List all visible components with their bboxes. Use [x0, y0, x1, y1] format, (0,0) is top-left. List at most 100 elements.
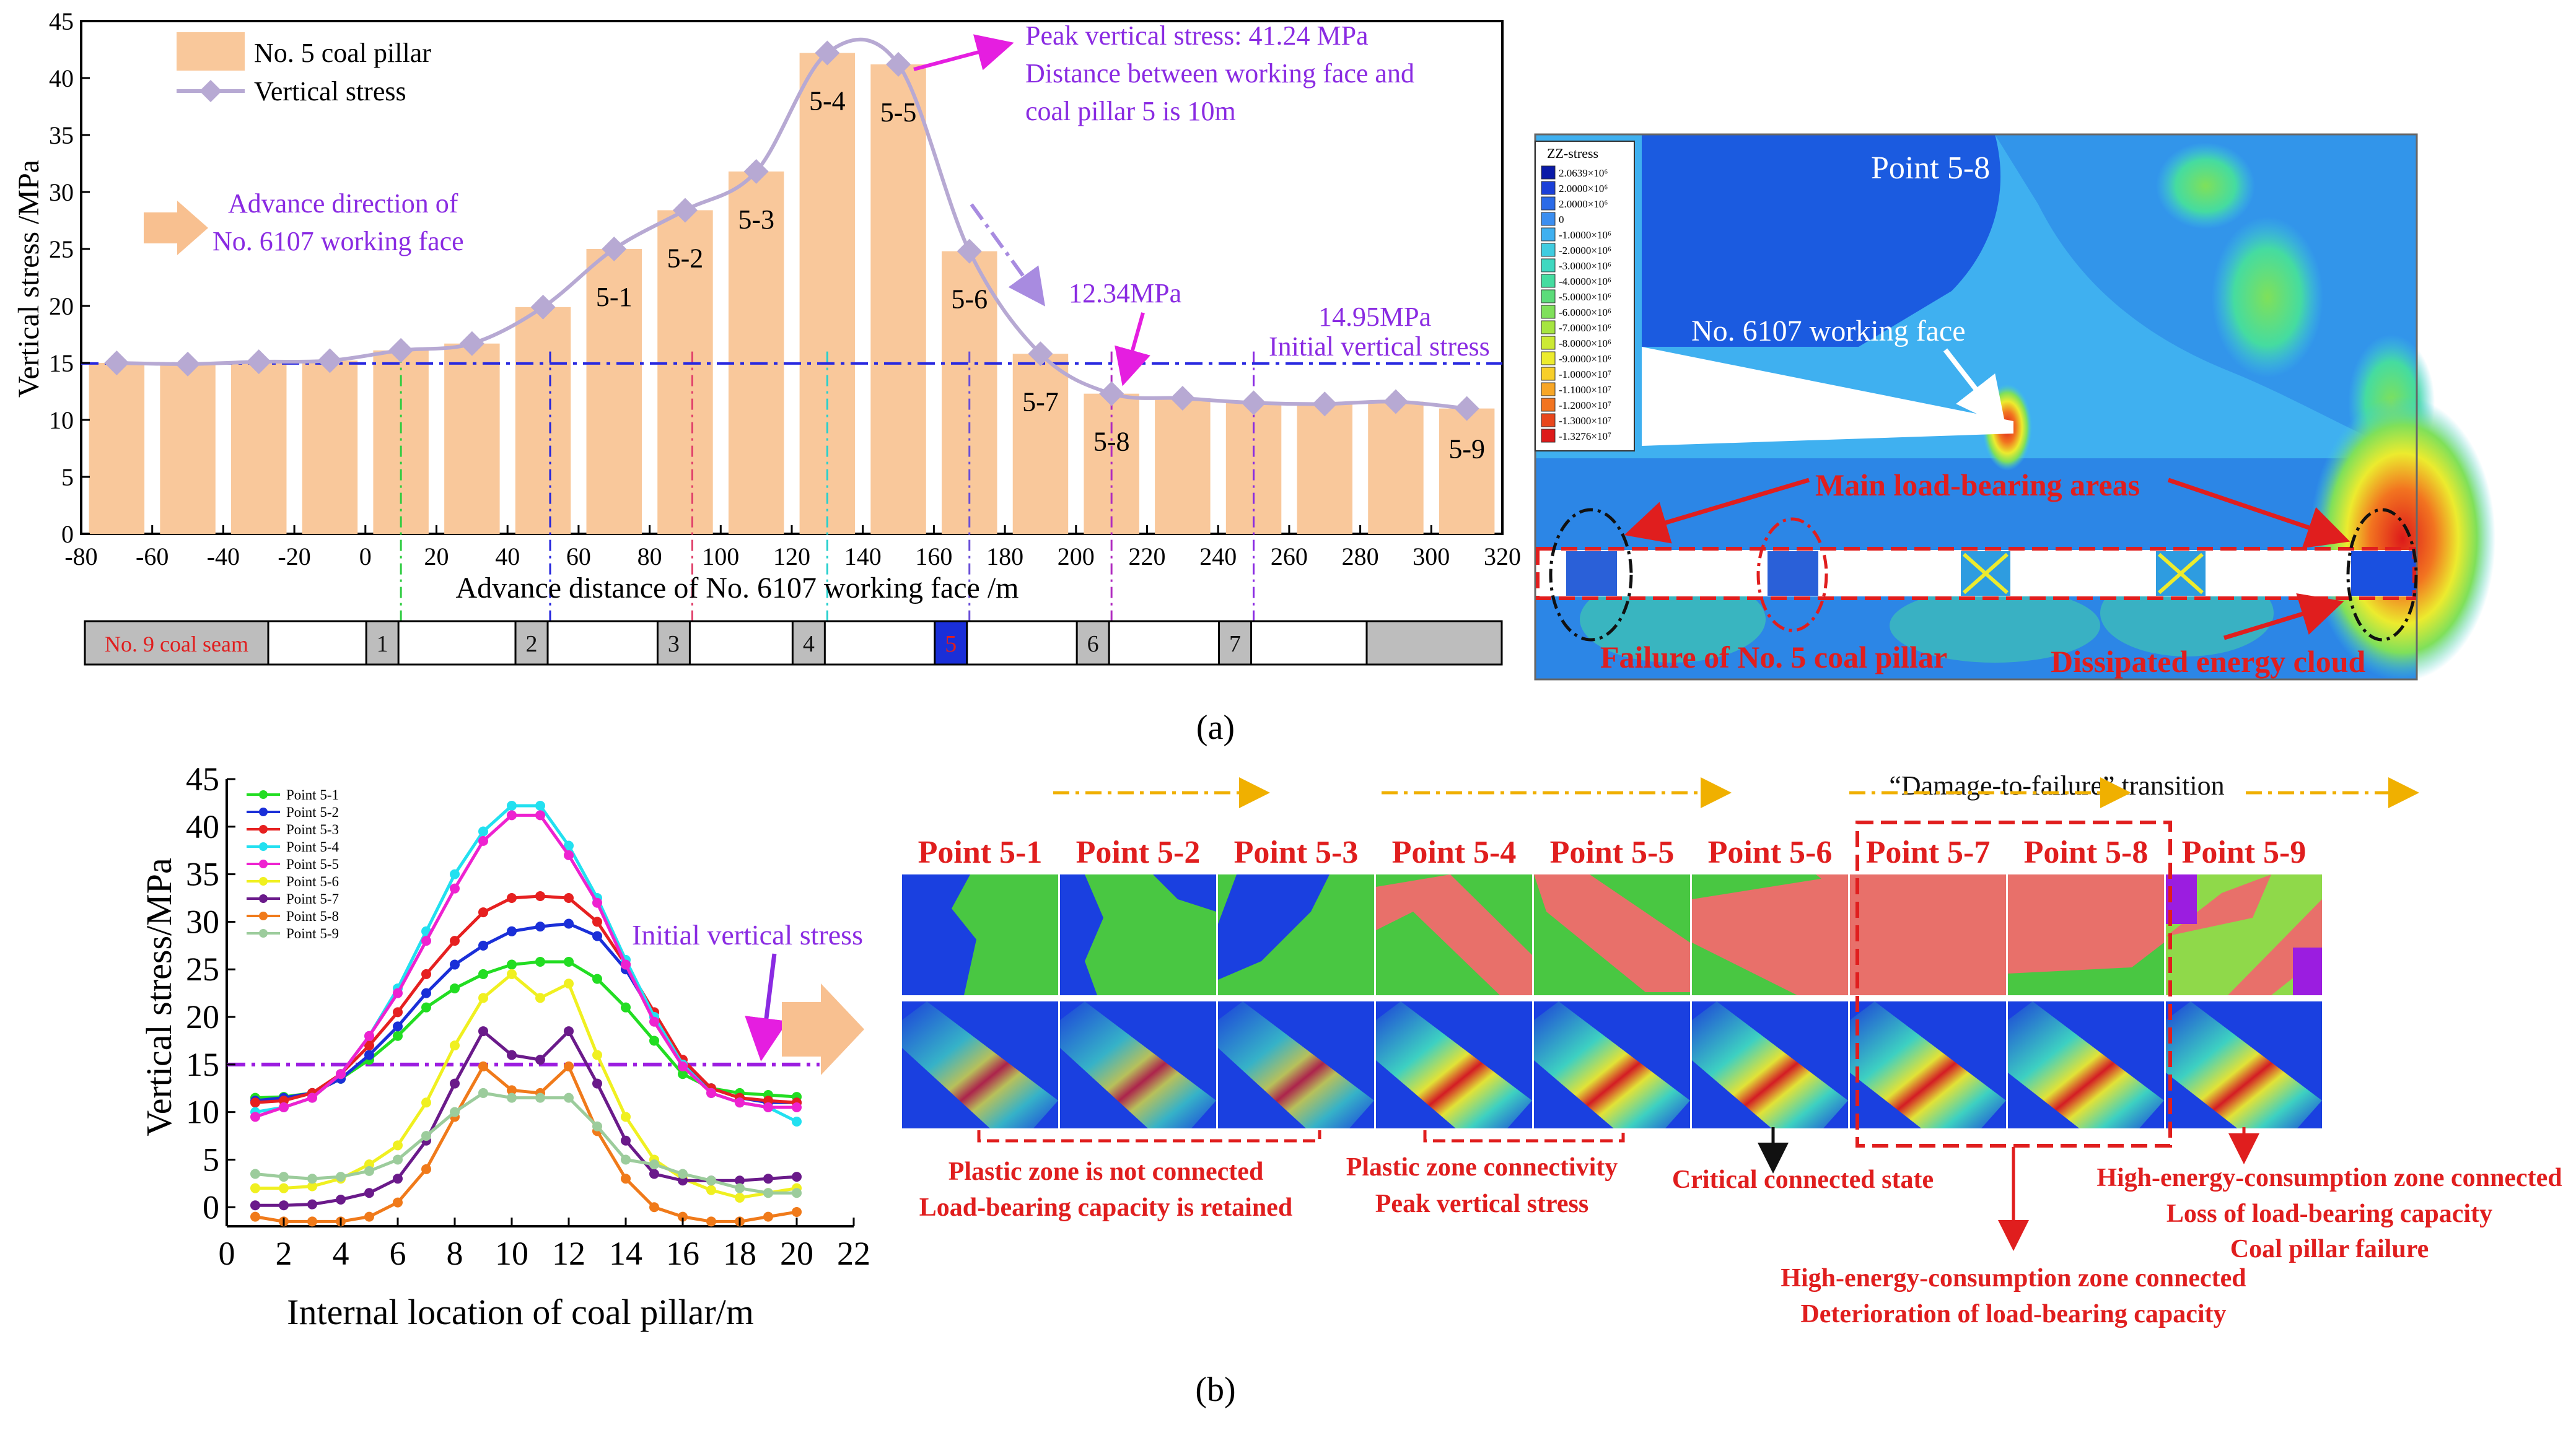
x-tick-label-16: 240: [1199, 543, 1237, 570]
series-8-point-6: [421, 1164, 431, 1174]
series-3-point-12: [592, 917, 602, 927]
series-7-point-11: [564, 1026, 574, 1037]
series-8-point-14: [649, 1202, 659, 1213]
note-5a: High-energy-consumption zone connected: [2096, 1164, 2562, 1192]
series-2-point-12: [592, 931, 602, 941]
seq-plastic-purple-b: [2293, 948, 2322, 995]
b-y-tick-label-3: 15: [186, 1046, 219, 1083]
series-5-point-13: [621, 959, 631, 970]
y-tick-label-8: 40: [49, 64, 74, 92]
y-tick-label-9: 45: [49, 7, 74, 35]
seq-label-1: Point 5-1: [918, 835, 1043, 870]
y-tick-label-2: 10: [49, 406, 74, 434]
series-1-point-7: [450, 983, 460, 993]
series-5-point-0: [250, 1112, 260, 1122]
b-legend-marker-6: [259, 877, 268, 886]
series-6-point-0: [250, 1183, 260, 1193]
bar-5: [444, 343, 500, 534]
series-7-point-1: [279, 1200, 289, 1211]
b-x-tick-label-10: 20: [780, 1235, 813, 1272]
series-1-point-9: [507, 959, 517, 970]
point-label-5-2: 5-2: [667, 243, 704, 273]
series-9-point-6: [421, 1131, 431, 1141]
bracket-1: [977, 1130, 1321, 1143]
x-tick-label-4: 0: [359, 543, 372, 570]
series-1-point-5: [393, 1031, 403, 1041]
x-tick-label-14: 200: [1058, 543, 1095, 570]
vertical-stress-markers: [104, 40, 1479, 421]
series-7-point-17: [735, 1175, 745, 1186]
line-marker-5: [459, 331, 484, 356]
series-5-point-4: [364, 1031, 374, 1041]
strip-pillar-4: [791, 620, 826, 666]
series-3-point-8: [478, 907, 488, 918]
initial-stress-text: Initial vertical stress: [1269, 331, 1490, 362]
series-7-point-4: [364, 1188, 374, 1198]
b-legend-label-1: Point 5-1: [286, 787, 339, 803]
note-1b: Load-bearing capacity is retained: [919, 1193, 1292, 1222]
b-legend-marker-1: [259, 790, 268, 799]
series-line-5: [255, 813, 797, 1118]
series-1-point-6: [421, 1002, 431, 1013]
legend-bar-label: No. 5 coal pillar: [254, 38, 431, 68]
series-6-point-5: [393, 1140, 403, 1151]
seq-plastic-pattern-3: [1218, 874, 1330, 980]
sequence-panel: “Damage-to-failure” transition Point 5-1…: [902, 770, 2562, 1328]
point-5-8-label: Point 5-8: [1871, 150, 1990, 186]
annotations: Peak vertical stress: 41.24 MPa Distance…: [212, 20, 1490, 362]
bracket-2: [1423, 1130, 1625, 1143]
series-2-point-11: [564, 918, 574, 929]
line-marker-17: [1312, 391, 1338, 417]
seq-energy-band-1: [902, 1001, 1058, 1128]
x-tick-label-19: 300: [1413, 543, 1450, 570]
series-9-point-4: [364, 1166, 374, 1176]
series-7-point-0: [250, 1200, 260, 1211]
contour-hot-zone: [2310, 396, 2495, 681]
seq-energy-band-9: [2166, 1001, 2322, 1128]
strip-pillar-label-1: 1: [377, 631, 388, 657]
seq-plastic-pattern-8: [2008, 874, 2164, 974]
x-tick-label-13: 180: [986, 543, 1023, 570]
contour-legend-swatch-3: [1541, 212, 1556, 226]
note-5c: Coal pillar failure: [2230, 1235, 2429, 1263]
series-9-point-19: [792, 1188, 802, 1198]
series-6-point-6: [421, 1097, 431, 1108]
series-2-point-8: [478, 940, 488, 951]
series-3-point-10: [535, 891, 545, 901]
series-8-point-18: [763, 1211, 773, 1222]
b-x-tick-label-3: 6: [390, 1235, 406, 1272]
strip-pillar-5: [934, 620, 968, 666]
initial-stress-text-b: Initial vertical stress: [632, 919, 863, 951]
series-5-point-7: [450, 883, 460, 894]
contour-legend-label-7: -4.0000×10⁶: [1559, 276, 1611, 287]
strip-pillar-6: [1076, 620, 1110, 666]
series-4-point-11: [564, 840, 574, 851]
b-x-tick-label-1: 2: [276, 1235, 292, 1272]
line-marker-19: [1454, 396, 1479, 421]
note-4b: Deterioration of load-bearing capacity: [1800, 1300, 2226, 1328]
b-y-tick-label-1: 5: [203, 1141, 219, 1178]
pillar-8-circle: [2346, 508, 2418, 642]
seq-label-8: Point 5-8: [2024, 835, 2149, 870]
series-5-point-16: [706, 1088, 716, 1098]
y-tick-label-1: 5: [61, 463, 74, 491]
b-x-tick-label-7: 14: [609, 1235, 642, 1272]
x-tick-label-0: -80: [64, 543, 97, 570]
contour-lower-b: [1890, 588, 2100, 663]
contour-legend-label-6: -3.0000×10⁶: [1559, 260, 1611, 272]
series-4-point-7: [450, 869, 460, 879]
strip-pillar-label-7: 7: [1229, 631, 1241, 657]
series-5-point-10: [535, 810, 545, 821]
x-tick-label-10: 120: [773, 543, 810, 570]
series-7-point-13: [621, 1135, 631, 1146]
series-3-point-6: [421, 969, 431, 979]
load-bearing-label: Main load-bearing areas: [1815, 468, 2140, 502]
seq-label-6: Point 5-6: [1708, 835, 1833, 870]
series-4-point-9: [507, 801, 517, 811]
b-x-tick-label-4: 8: [447, 1235, 463, 1272]
series-5-point-8: [478, 835, 488, 846]
b-legend-marker-5: [259, 860, 268, 868]
contour-legend-title: ZZ-stress: [1547, 146, 1598, 161]
seq-plastic-pattern-9: [2166, 874, 2322, 995]
